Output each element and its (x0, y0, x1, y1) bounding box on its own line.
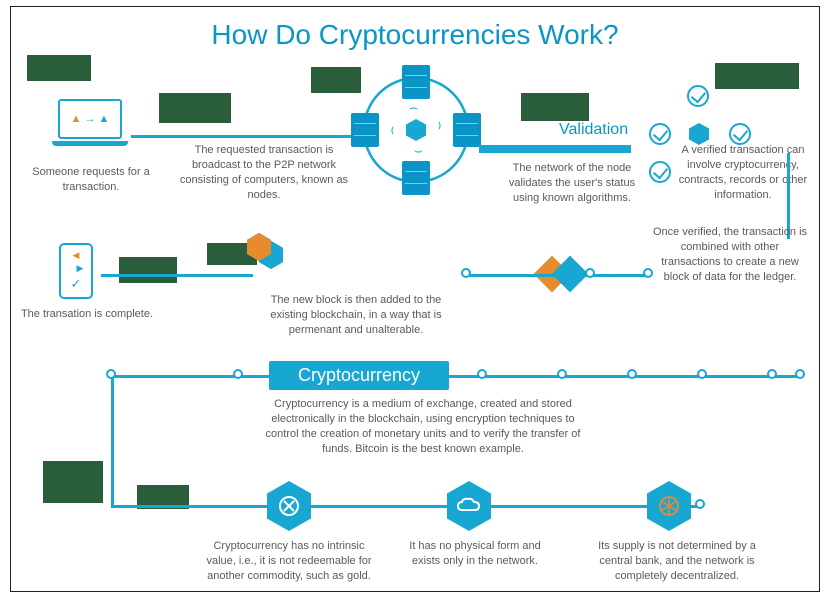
flow-dot (695, 499, 705, 509)
step-validation: The network of the node validates the us… (497, 161, 647, 206)
page-title: How Do Cryptocurrencies Work? (11, 19, 819, 51)
check-icon (729, 123, 751, 145)
connector-7 (111, 377, 114, 507)
connector-8 (111, 505, 701, 508)
globe-hex-icon (647, 481, 691, 531)
flow-dot (643, 268, 653, 278)
connector-5 (111, 375, 269, 378)
crypto-heading: Cryptocurrency (269, 361, 449, 390)
decorative-overlay (521, 93, 589, 121)
step-broadcast: The requested transaction is broadcast t… (171, 143, 357, 202)
crypto-fact-1: Cryptocurrency has no intrinsic value, i… (199, 539, 379, 584)
flow-dot (477, 369, 487, 379)
check-icon (649, 161, 671, 183)
decorative-overlay (119, 257, 177, 283)
crypto-fact-3: Its supply is not determined by a centra… (587, 539, 767, 584)
crypto-desc: Cryptocurrency is a medium of exchange, … (263, 397, 583, 456)
step-complete: The transation is complete. (17, 307, 157, 322)
connector-4 (101, 274, 253, 277)
infographic-canvas: How Do Cryptocurrencies Work? ▲ → ▲ Some… (10, 6, 820, 592)
laptop-icon: ▲ → ▲ (55, 99, 125, 149)
flow-dot (795, 369, 805, 379)
step-newblock: The new block is then added to the exist… (251, 293, 461, 338)
connector-6 (449, 375, 801, 378)
step-verified: A verified transaction can involve crypt… (673, 143, 813, 202)
flow-dot (627, 369, 637, 379)
phone-icon: ◀ ▶ ✓ (59, 243, 93, 299)
step-combined: Once verified, the transaction is combin… (651, 225, 809, 284)
cube-icon (689, 123, 709, 145)
check-icon (649, 123, 671, 145)
flow-dot (233, 369, 243, 379)
network-cluster-icon: ⌢ ⌢ ⌢ ⌢ (351, 65, 481, 195)
validation-label: Validation (559, 121, 628, 139)
connector-1 (131, 135, 351, 138)
crypto-fact-2: It has no physical form and exists only … (405, 539, 545, 569)
decorative-overlay (27, 55, 91, 81)
flow-dot (585, 268, 595, 278)
decorative-overlay (715, 63, 799, 89)
cloud-hex-icon (447, 481, 491, 531)
connector-3 (465, 274, 651, 277)
x-hex-icon (267, 481, 311, 531)
validation-bar (479, 145, 631, 153)
flow-dot (767, 369, 777, 379)
step-request: Someone requests for a transaction. (29, 165, 153, 195)
decorative-overlay (43, 461, 103, 503)
flow-dot (557, 369, 567, 379)
flow-dot (461, 268, 471, 278)
check-icon (687, 85, 709, 107)
decorative-overlay (159, 93, 231, 123)
flow-dot (697, 369, 707, 379)
